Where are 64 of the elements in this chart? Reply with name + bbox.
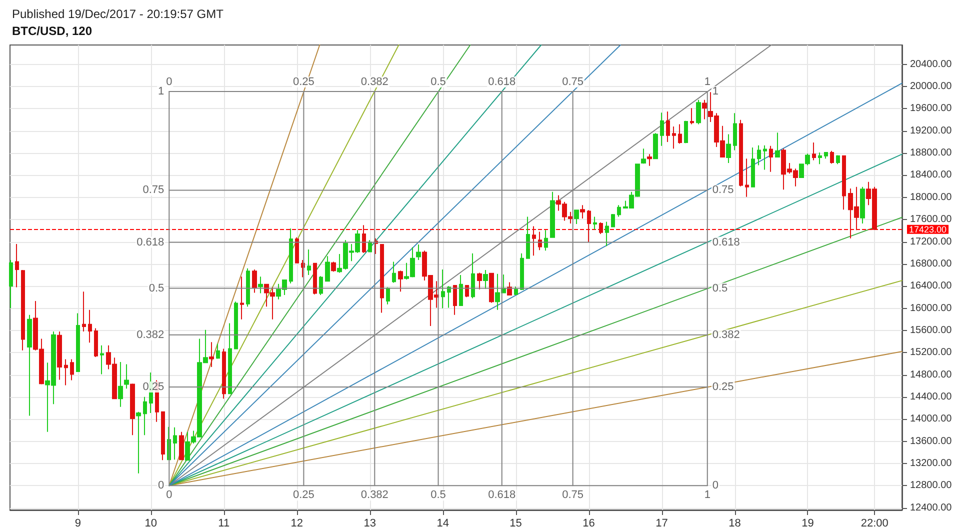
y-tick-label: 20400.00	[910, 58, 952, 70]
text: 1	[158, 86, 164, 98]
text: 0	[712, 480, 719, 492]
text: 0.25	[712, 380, 734, 393]
chart-title: BTC/USD, 120	[12, 24, 92, 38]
text: 0.382	[712, 328, 740, 341]
x-tick-label: 19	[802, 518, 814, 530]
text: 0.382	[360, 76, 388, 88]
y-tick-label: 16800.00	[910, 258, 952, 270]
y-tick-label: 15200.00	[910, 347, 952, 358]
series-label: 1	[704, 489, 710, 502]
x-tick-label: 9	[74, 518, 81, 530]
y-tick-label: 14000.00	[910, 414, 952, 425]
text: 0.75	[562, 76, 584, 88]
x-tick-label: 17	[656, 518, 668, 530]
x-tick-label: 13	[364, 518, 376, 530]
ref-line-label: 17423.00	[909, 224, 947, 234]
y-tick-label: 15600.00	[910, 324, 952, 336]
text: 0.618	[712, 236, 740, 248]
x-tick-label: 11	[218, 518, 230, 530]
text: 0	[158, 480, 164, 492]
series-label: 0.75	[142, 184, 164, 196]
series-label: 1	[704, 76, 710, 88]
y-tick-label: 18000.00	[910, 192, 952, 203]
y-tick-label: 18800.00	[910, 148, 952, 159]
series-label: 0.75	[562, 489, 584, 502]
y-tick-label: 14400.00	[910, 391, 952, 402]
text: 0.75	[712, 184, 734, 196]
y-tick-label: 12800.00	[910, 480, 952, 492]
series-label: 0.618	[488, 489, 516, 502]
series-label: 0.382	[136, 328, 164, 341]
y-tick-label: 13600.00	[910, 436, 952, 447]
x-tick-label: 16	[582, 518, 595, 530]
y-tick-label: 20000.00	[910, 81, 952, 92]
x-tick-label: 18	[728, 518, 741, 530]
y-tick-label: 17600.00	[910, 214, 952, 226]
series-label: 0	[166, 489, 172, 502]
y-tick-label: 13200.00	[910, 458, 952, 469]
text: 0.25	[292, 76, 314, 88]
y-tick-label: 16400.00	[910, 280, 952, 292]
series-label: 0.5	[430, 489, 446, 502]
y-tick-label: 18400.00	[910, 170, 952, 181]
y-tick-label: 16000.00	[910, 302, 952, 314]
series-label: 0	[166, 76, 172, 88]
text: 0.618	[488, 76, 516, 88]
series-label: 0.382	[360, 489, 388, 502]
text: 0.5	[712, 282, 728, 294]
y-tick-label: 14800.00	[910, 369, 952, 380]
text: 0.5	[430, 76, 446, 88]
y-tick-label: 19200.00	[910, 125, 952, 136]
chart-subtitle: Published 19/Dec/2017 - 20:19:57 GMT	[12, 7, 224, 21]
y-tick-label: 17200.00	[910, 236, 952, 248]
series-label: 0.25	[292, 489, 314, 502]
x-tick-label: 15	[510, 518, 522, 530]
x-tick-label: 12	[290, 518, 303, 530]
x-tick-label: 14	[436, 518, 449, 530]
y-tick-label: 19600.00	[910, 103, 952, 114]
y-tick-label: 12400.00	[910, 502, 952, 514]
series-label: 0.5	[148, 282, 164, 294]
series-label: 0.618	[136, 236, 164, 248]
text: 1	[712, 86, 719, 98]
x-tick-label: 10	[144, 518, 158, 530]
x-tick-label: 22:00	[860, 518, 888, 530]
series-label: 0.25	[142, 380, 164, 393]
